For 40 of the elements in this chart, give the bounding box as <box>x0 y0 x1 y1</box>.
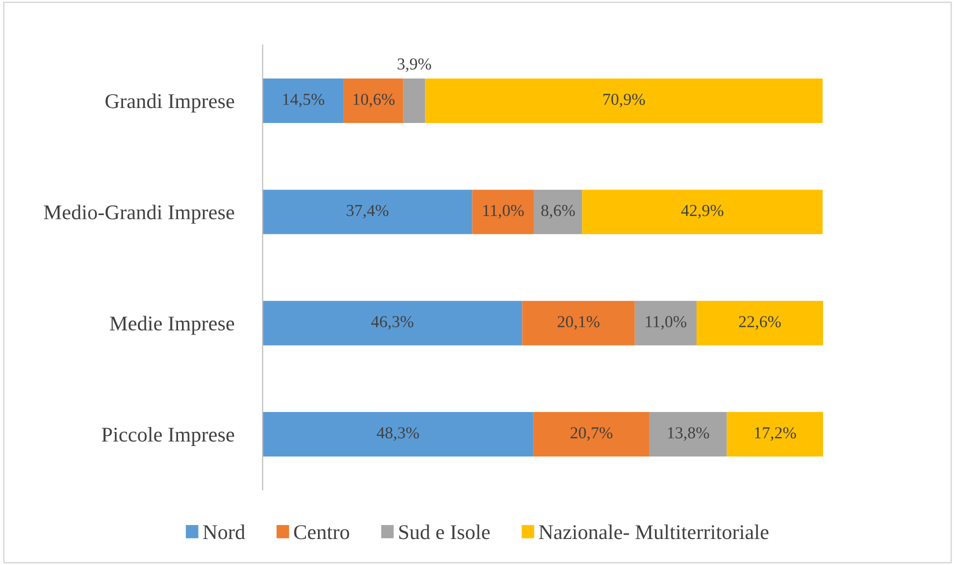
bar <box>262 190 472 234</box>
bar <box>472 190 534 234</box>
data-label: 13,8% <box>668 427 710 441</box>
data-label: 8,6% <box>541 204 575 219</box>
bar <box>533 412 650 457</box>
data-label: 48,3% <box>376 427 419 441</box>
bar <box>649 412 727 457</box>
bar <box>534 190 582 234</box>
data-label: 10,6% <box>354 94 395 108</box>
data-label: 17,2% <box>754 427 796 441</box>
data-label: 20,7% <box>570 427 612 441</box>
data-label: 20,1% <box>558 316 600 330</box>
y-tick-label: Grandi Imprese <box>106 94 234 112</box>
bar <box>344 78 404 124</box>
data-label: 11,0% <box>646 316 686 330</box>
bar <box>403 78 426 124</box>
data-label: 3,9% <box>398 58 432 72</box>
legend-label: Centro <box>294 525 350 540</box>
data-label: 22,6% <box>739 316 781 330</box>
bar <box>696 300 824 346</box>
data-label: 14,5% <box>283 94 324 108</box>
y-tick-label: Piccole Imprese <box>102 427 234 446</box>
data-label: 37,4% <box>346 204 388 219</box>
data-label: 42,9% <box>681 204 724 219</box>
bar <box>262 300 522 346</box>
y-tick-label: Medie Imprese <box>110 316 234 335</box>
y-tick-label: Medio-Grandi Imprese <box>44 204 234 224</box>
bar <box>634 300 697 346</box>
legend-label: Sud e Isole <box>399 524 490 540</box>
bar <box>726 412 824 457</box>
bar <box>522 300 635 346</box>
bar <box>262 412 534 457</box>
legend-label: Nazionale- Multiterritoriale <box>538 524 768 540</box>
data-label: 70,9% <box>603 94 645 108</box>
legend-label: Nord <box>203 524 246 540</box>
data-label: 46,3% <box>371 316 414 330</box>
data-label: 11,0% <box>483 204 524 219</box>
bar <box>262 78 344 124</box>
bar <box>425 78 823 124</box>
bar <box>582 190 823 234</box>
